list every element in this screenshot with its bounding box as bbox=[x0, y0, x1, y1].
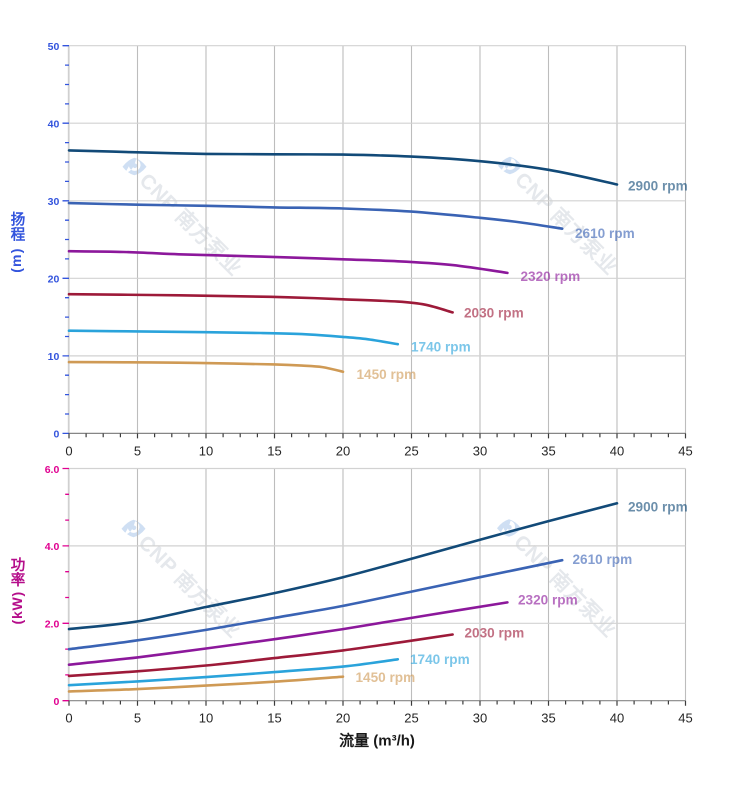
svg-text:0: 0 bbox=[65, 443, 72, 458]
svg-text:4.0: 4.0 bbox=[45, 541, 60, 553]
svg-text:功: 功 bbox=[11, 557, 26, 574]
svg-text:0: 0 bbox=[65, 711, 72, 726]
svg-text:40: 40 bbox=[48, 119, 60, 131]
svg-text:1450 rpm: 1450 rpm bbox=[357, 367, 417, 382]
svg-text:2030 rpm: 2030 rpm bbox=[464, 306, 524, 321]
svg-text:20: 20 bbox=[336, 711, 350, 726]
svg-text:15: 15 bbox=[267, 711, 281, 726]
svg-text:1450 rpm: 1450 rpm bbox=[356, 670, 416, 685]
svg-text:(kW): (kW) bbox=[9, 591, 25, 625]
svg-text:10: 10 bbox=[199, 711, 213, 726]
svg-text:2900 rpm: 2900 rpm bbox=[628, 179, 688, 194]
svg-text:2610 rpm: 2610 rpm bbox=[575, 226, 635, 241]
svg-text:率: 率 bbox=[11, 571, 26, 589]
svg-text:40: 40 bbox=[610, 711, 624, 726]
svg-text:45: 45 bbox=[678, 711, 692, 726]
svg-text:1740 rpm: 1740 rpm bbox=[410, 652, 470, 667]
svg-text:0: 0 bbox=[53, 429, 59, 441]
svg-text:5: 5 bbox=[134, 711, 141, 726]
svg-text:30: 30 bbox=[473, 443, 487, 458]
svg-text:0: 0 bbox=[53, 696, 59, 708]
svg-text:流量 (m³/h): 流量 (m³/h) bbox=[339, 732, 415, 750]
svg-text:5: 5 bbox=[134, 443, 141, 458]
svg-text:35: 35 bbox=[541, 711, 555, 726]
svg-text:2610 rpm: 2610 rpm bbox=[573, 552, 633, 567]
svg-text:35: 35 bbox=[541, 443, 555, 458]
svg-text:15: 15 bbox=[267, 443, 281, 458]
svg-text:50: 50 bbox=[48, 41, 60, 53]
svg-text:20: 20 bbox=[48, 274, 60, 286]
svg-text:2320 rpm: 2320 rpm bbox=[521, 269, 581, 284]
svg-text:程: 程 bbox=[11, 227, 26, 244]
svg-text:6.0: 6.0 bbox=[45, 464, 60, 476]
svg-text:25: 25 bbox=[404, 443, 418, 458]
svg-text:30: 30 bbox=[48, 196, 60, 208]
svg-text:25: 25 bbox=[404, 711, 418, 726]
svg-text:20: 20 bbox=[336, 443, 350, 458]
svg-text:扬: 扬 bbox=[11, 211, 26, 229]
svg-text:2.0: 2.0 bbox=[45, 619, 60, 631]
svg-text:40: 40 bbox=[610, 443, 624, 458]
svg-text:2320 rpm: 2320 rpm bbox=[518, 593, 578, 608]
svg-text:30: 30 bbox=[473, 711, 487, 726]
svg-text:2030 rpm: 2030 rpm bbox=[465, 626, 525, 641]
svg-text:45: 45 bbox=[678, 443, 692, 458]
svg-text:10: 10 bbox=[48, 351, 60, 363]
svg-text:10: 10 bbox=[199, 443, 213, 458]
svg-text:(m): (m) bbox=[8, 247, 24, 272]
svg-text:2900 rpm: 2900 rpm bbox=[628, 500, 688, 515]
svg-text:1740 rpm: 1740 rpm bbox=[411, 340, 471, 355]
